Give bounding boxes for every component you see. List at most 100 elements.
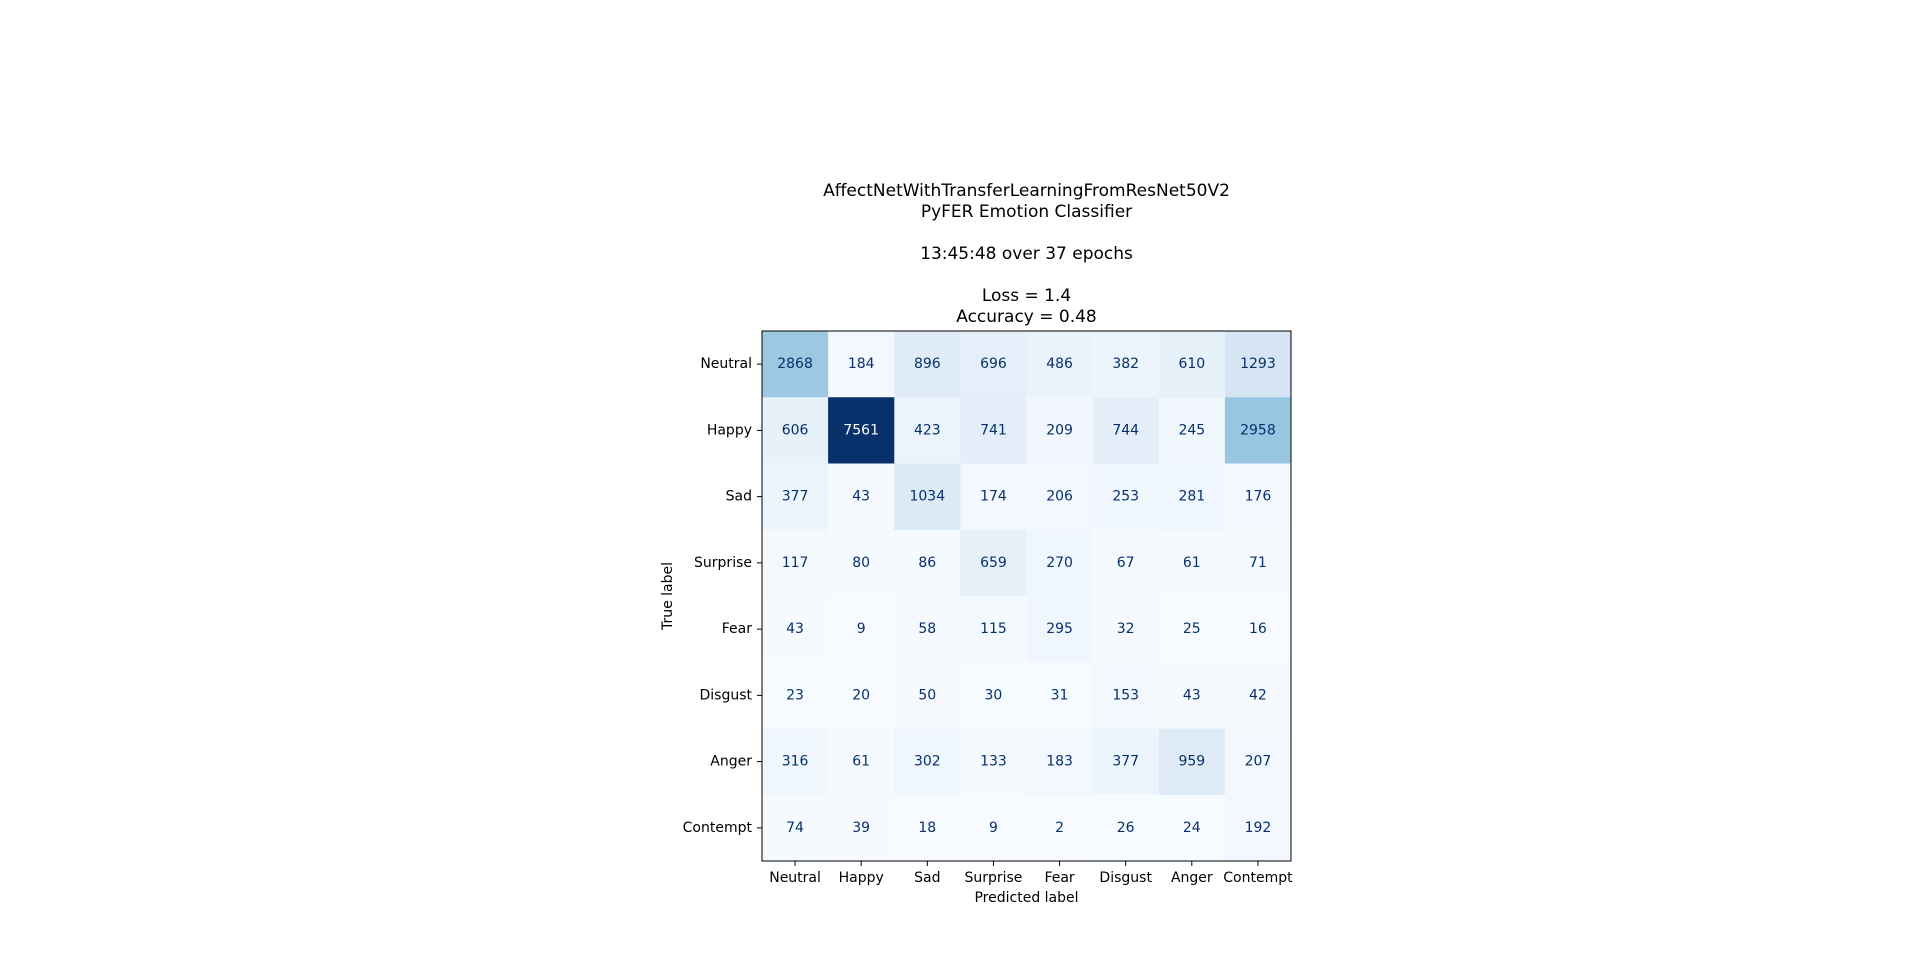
matrix-cell-value: 959 <box>1178 754 1205 770</box>
x-axis-ticks: Neutral Happy Sad Surprise Fear Disgust Anger C… <box>769 861 1293 886</box>
matrix-cell-value: 61 <box>1183 555 1201 571</box>
matrix-cell-value: 206 <box>1046 489 1073 505</box>
matrix-cell <box>828 794 895 862</box>
matrix-cell-value: 896 <box>914 356 941 372</box>
title-line-3: 13:45:48 over 37 epochs <box>920 244 1133 264</box>
matrix-cell <box>1092 662 1160 729</box>
matrix-cell-value: 377 <box>782 489 809 505</box>
matrix-cell-value: 295 <box>1046 621 1073 637</box>
matrix-cell-value: 377 <box>1112 754 1139 770</box>
matrix-cell-value: 207 <box>1245 754 1272 770</box>
matrix-cell <box>1026 596 1094 663</box>
matrix-cell <box>762 397 829 464</box>
matrix-cell-value: 26 <box>1117 820 1135 836</box>
matrix-cell <box>1026 728 1094 796</box>
matrix-cell <box>828 662 895 729</box>
matrix-cell-value: 741 <box>980 422 1007 438</box>
matrix-cell <box>1158 662 1226 729</box>
matrix-cell-value: 24 <box>1183 820 1201 836</box>
matrix-cell <box>828 331 895 398</box>
x-tick-label: Sad <box>914 870 940 886</box>
matrix-cell <box>1026 662 1094 729</box>
matrix-cell-value: 2 <box>1055 820 1064 836</box>
matrix-cell-value: 192 <box>1245 820 1272 836</box>
matrix-cell-value: 20 <box>852 687 870 703</box>
matrix-cell-value: 174 <box>980 489 1007 505</box>
x-axis-label: Predicted label <box>974 890 1078 906</box>
matrix-cell <box>1224 397 1292 464</box>
matrix-cell-value: 184 <box>848 356 875 372</box>
x-tick-label: Happy <box>839 870 884 886</box>
chart-title: AffectNetWithTransferLearningFromResNet5… <box>823 181 1230 327</box>
matrix-cell-value: 18 <box>918 820 936 836</box>
matrix-cell <box>960 596 1027 663</box>
matrix-cell-value: 39 <box>852 820 870 836</box>
matrix-cell <box>1092 331 1160 398</box>
matrix-cell <box>828 529 895 597</box>
matrix-cell-value: 270 <box>1046 555 1073 571</box>
matrix-cell-value: 9 <box>989 820 998 836</box>
matrix-cell <box>960 794 1027 862</box>
matrix-cell <box>894 397 961 464</box>
matrix-cell <box>960 463 1027 531</box>
matrix-cell-value: 253 <box>1112 489 1139 505</box>
matrix-cell-value: 183 <box>1046 754 1073 770</box>
matrix-cell <box>1158 596 1226 663</box>
matrix-cell-value: 9 <box>857 621 866 637</box>
matrix-cell <box>1224 794 1292 862</box>
matrix-cell <box>894 529 961 597</box>
matrix-cell <box>1026 397 1094 464</box>
matrix-cell-value: 23 <box>786 687 804 703</box>
matrix-cell <box>894 596 961 663</box>
matrix-cell <box>1158 463 1226 531</box>
y-tick-label: Contempt <box>683 820 753 836</box>
matrix-cell <box>960 397 1027 464</box>
matrix-cells <box>762 331 1292 862</box>
matrix-cell <box>1026 331 1094 398</box>
matrix-cell-value: 2958 <box>1240 422 1276 438</box>
x-tick-label: Contempt <box>1223 870 1293 886</box>
matrix-cell <box>1026 463 1094 531</box>
matrix-cell <box>762 662 829 729</box>
y-tick-label: Surprise <box>694 555 752 571</box>
matrix-cell <box>828 596 895 663</box>
x-tick-label: Surprise <box>964 870 1022 886</box>
matrix-cell-value: 31 <box>1051 687 1069 703</box>
matrix-cell <box>894 331 961 398</box>
x-tick-label: Disgust <box>1099 870 1152 886</box>
title-line-6: Accuracy = 0.48 <box>956 307 1097 327</box>
matrix-cell <box>1224 662 1292 729</box>
matrix-cell-value: 133 <box>980 754 1007 770</box>
matrix-cell <box>894 463 961 531</box>
matrix-cell-value: 50 <box>918 687 936 703</box>
matrix-cell <box>1092 529 1160 597</box>
matrix-cell <box>1224 728 1292 796</box>
matrix-cell-value: 1293 <box>1240 356 1276 372</box>
matrix-cell-value: 382 <box>1112 356 1139 372</box>
matrix-cell <box>1158 529 1226 597</box>
matrix-cell-value: 281 <box>1178 489 1205 505</box>
matrix-cell-value: 61 <box>852 754 870 770</box>
matrix-cell <box>762 463 829 531</box>
matrix-cell <box>828 728 895 796</box>
matrix-cell-values: 2868 184 896 696 486 382 610 1293 606 7561 423 741 2… <box>777 356 1276 836</box>
matrix-cell <box>1092 596 1160 663</box>
matrix-cell <box>1224 596 1292 663</box>
matrix-cell-value: 86 <box>918 555 936 571</box>
x-tick-label: Fear <box>1044 870 1074 886</box>
matrix-cell <box>1224 529 1292 597</box>
matrix-cell-value: 610 <box>1178 356 1205 372</box>
matrix-cell <box>828 397 895 464</box>
matrix-cell <box>1026 794 1094 862</box>
matrix-cell <box>1158 728 1226 796</box>
matrix-cell-value: 30 <box>985 687 1003 703</box>
matrix-cell-value: 153 <box>1112 687 1139 703</box>
matrix-cell <box>960 331 1027 398</box>
matrix-cell-value: 302 <box>914 754 941 770</box>
y-tick-label: Happy <box>707 422 752 438</box>
matrix-cell-value: 245 <box>1178 422 1205 438</box>
matrix-cell <box>1224 331 1292 398</box>
matrix-cell-value: 423 <box>914 422 941 438</box>
matrix-cell-value: 43 <box>786 621 804 637</box>
x-tick-label: Neutral <box>769 870 821 886</box>
